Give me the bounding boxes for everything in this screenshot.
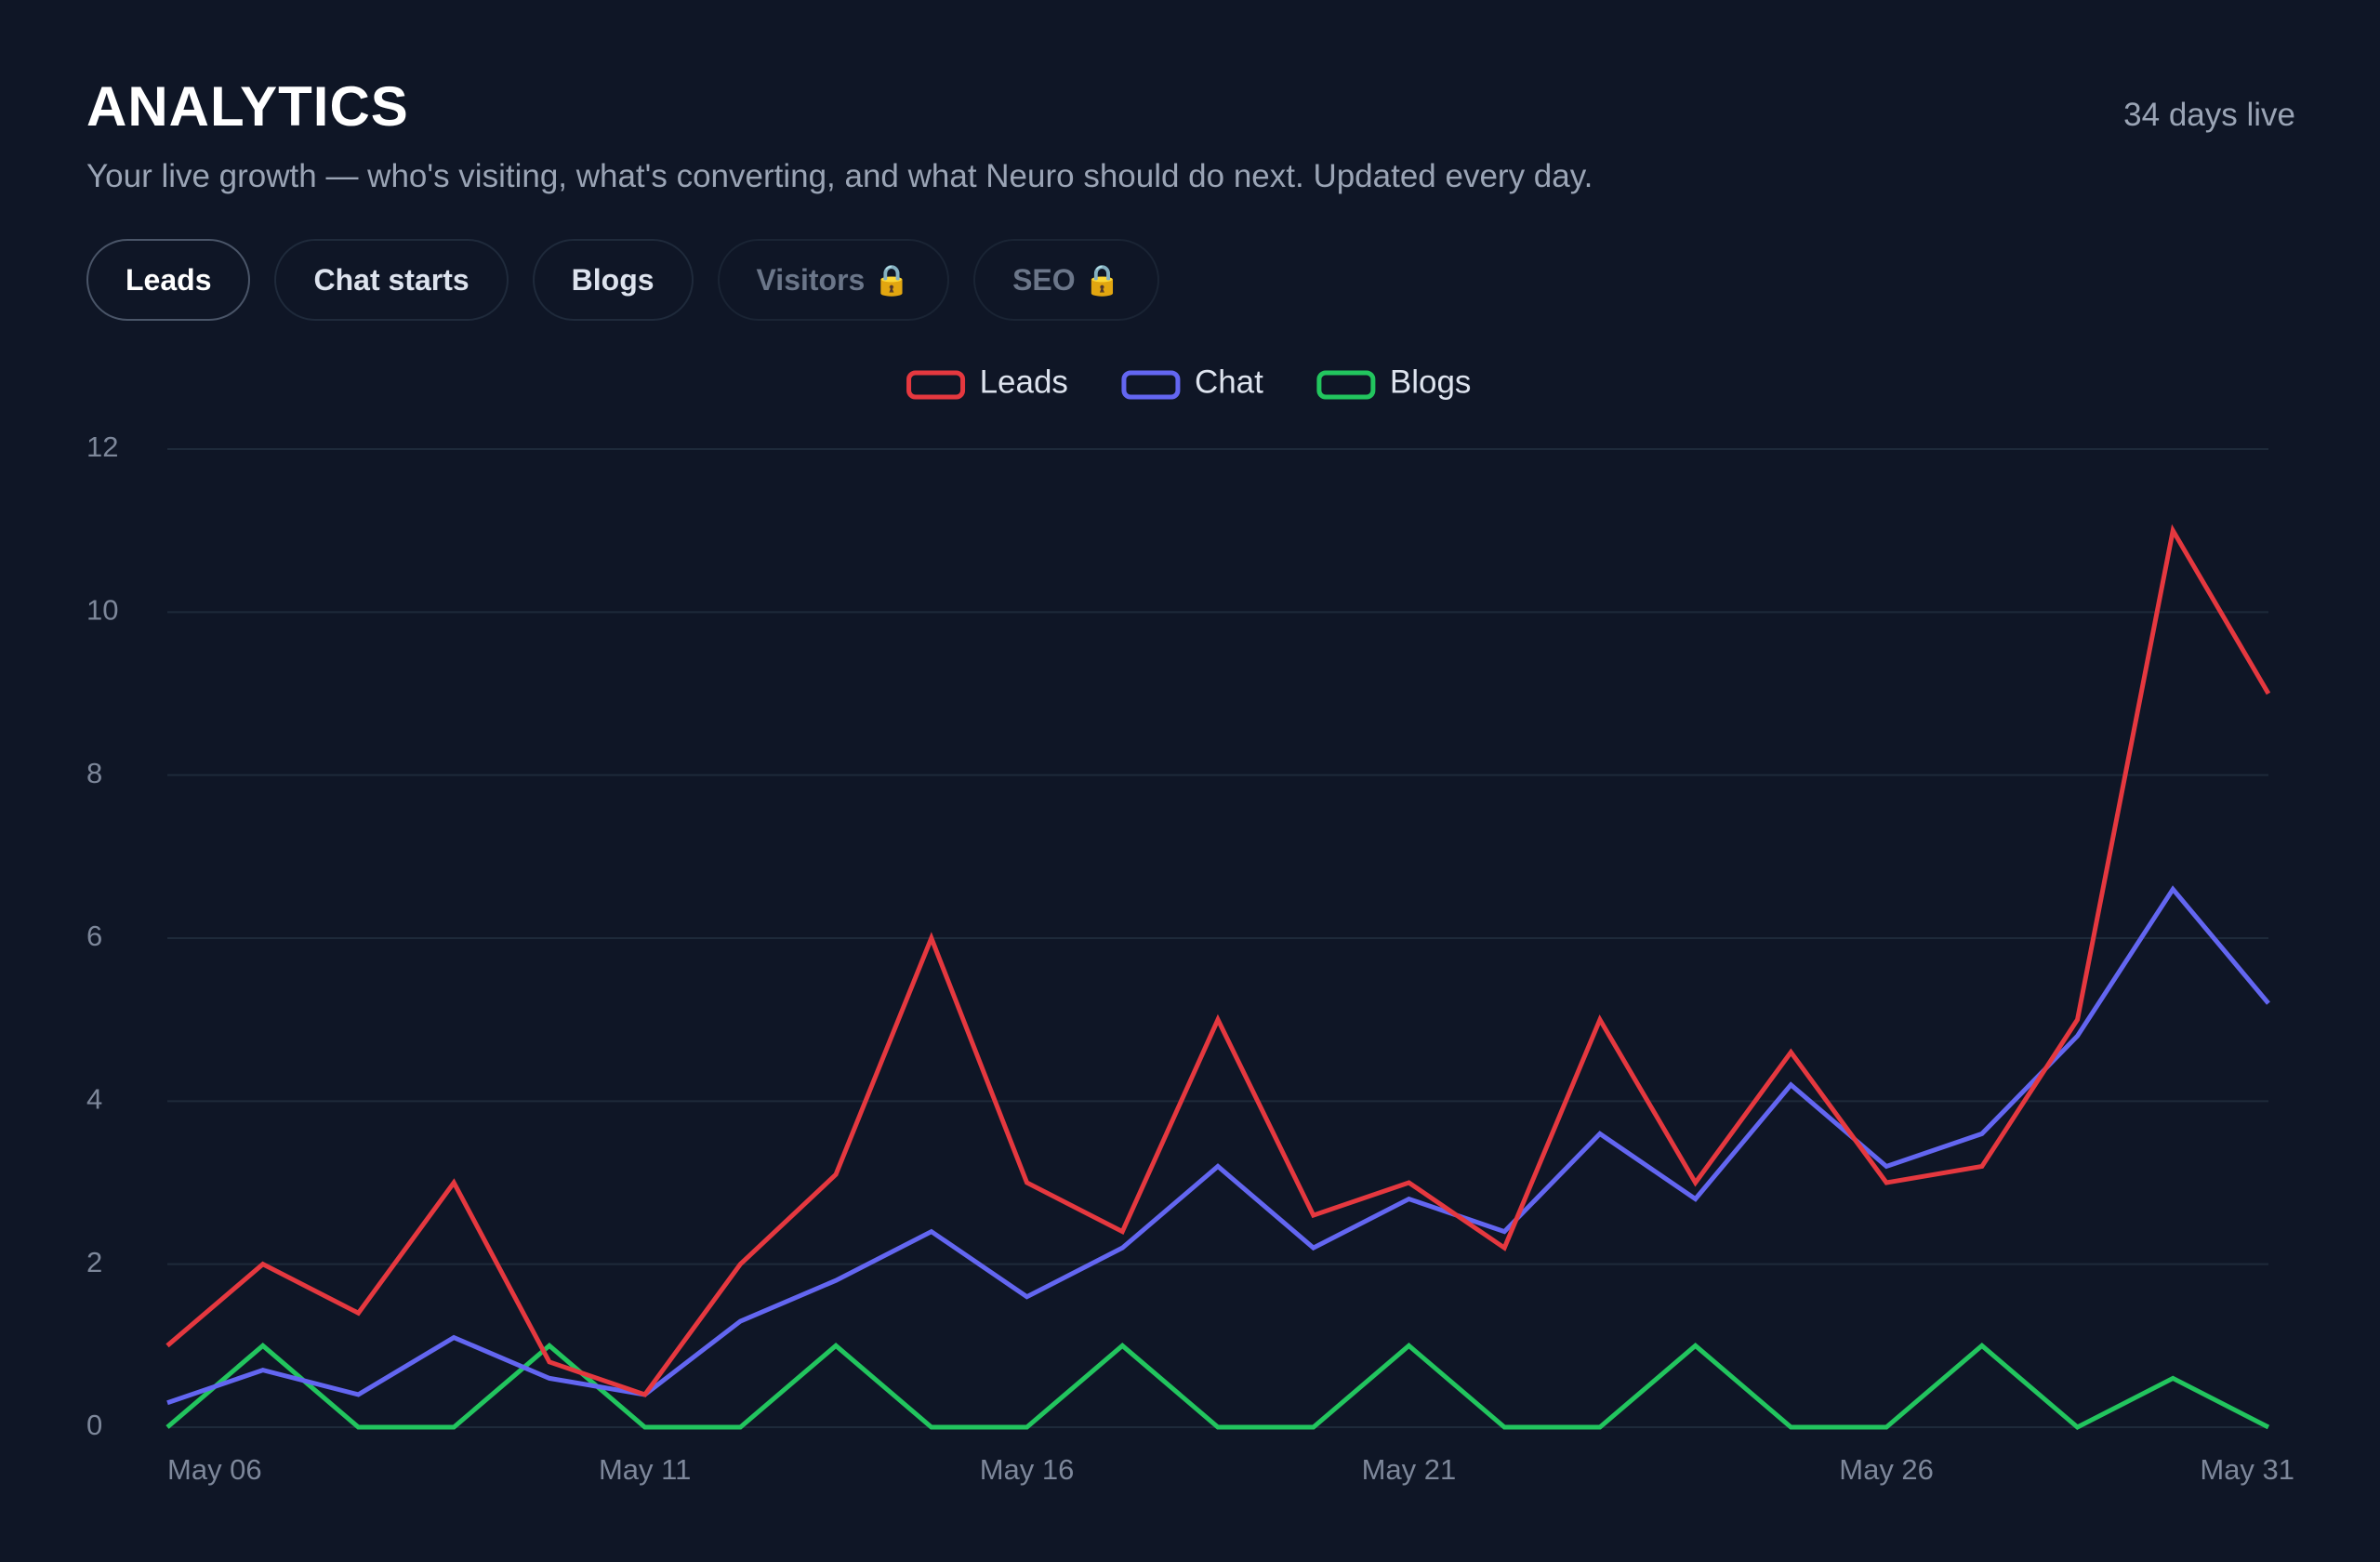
legend-swatch <box>1121 370 1181 400</box>
y-tick-label: 6 <box>86 920 102 952</box>
y-tick-label: 2 <box>86 1246 102 1278</box>
series-line <box>166 885 2270 1406</box>
legend-label: Leads <box>980 364 1068 400</box>
tab-bar: Leads Chat starts Blogs Visitors 🔒 SEO 🔒 <box>86 239 1160 321</box>
series-line <box>165 1343 2270 1430</box>
legend-label: Chat <box>1195 364 1263 400</box>
legend-swatch <box>906 370 966 400</box>
legend-swatch <box>1316 370 1376 400</box>
legend-label: Blogs <box>1390 364 1472 400</box>
y-tick-label: 8 <box>86 757 102 789</box>
tab[interactable]: Leads <box>86 239 251 321</box>
tab[interactable]: Visitors 🔒 <box>717 239 950 321</box>
series-line <box>165 523 2271 1397</box>
status: 34 days live <box>2123 97 2295 133</box>
x-tick-label: May 06 <box>167 1453 262 1486</box>
tab[interactable]: Blogs <box>532 239 694 321</box>
subtitle: Your live growth — who's visiting, what'… <box>86 158 1593 194</box>
x-tick-label: May 26 <box>1839 1453 1934 1486</box>
tab[interactable]: SEO 🔒 <box>973 239 1160 321</box>
y-tick-label: 4 <box>86 1083 102 1116</box>
tab[interactable]: Chat starts <box>274 239 509 321</box>
x-tick-label: May 16 <box>980 1453 1075 1486</box>
y-tick-label: 10 <box>86 594 118 627</box>
x-tick-label: May 11 <box>599 1453 691 1486</box>
x-tick-label: May 31 <box>2200 1453 2294 1486</box>
x-tick-label: May 21 <box>1362 1453 1457 1486</box>
y-tick-label: 12 <box>86 430 118 463</box>
y-tick-label: 0 <box>86 1409 102 1441</box>
page-title: ANALYTICS <box>86 75 409 138</box>
